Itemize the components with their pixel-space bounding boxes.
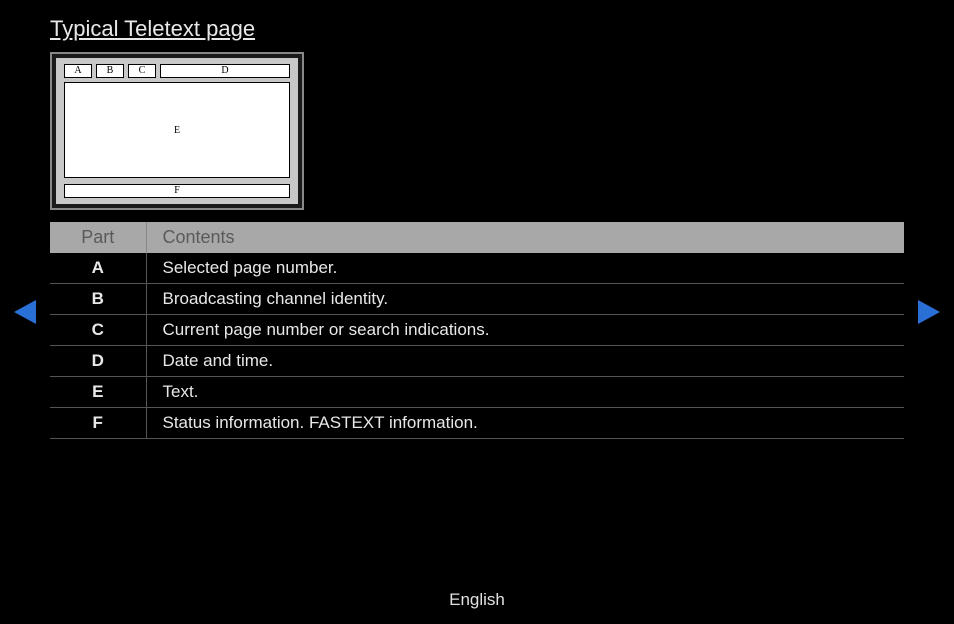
next-page-button[interactable] xyxy=(918,300,940,329)
prev-page-button[interactable] xyxy=(14,300,36,329)
contents-cell: Selected page number. xyxy=(146,253,904,284)
table-header-row: Part Contents xyxy=(50,222,904,253)
triangle-right-icon xyxy=(918,300,940,324)
parts-table: Part Contents ASelected page number.BBro… xyxy=(50,222,904,439)
language-label: English xyxy=(0,590,954,610)
diagram-region-c: C xyxy=(128,64,156,78)
teletext-diagram: A B C D E F xyxy=(50,52,304,210)
part-cell: E xyxy=(50,377,146,408)
part-cell: D xyxy=(50,346,146,377)
diagram-region-e: E xyxy=(64,82,290,178)
contents-cell: Current page number or search indication… xyxy=(146,315,904,346)
contents-cell: Broadcasting channel identity. xyxy=(146,284,904,315)
table-row: BBroadcasting channel identity. xyxy=(50,284,904,315)
diagram-region-b: B xyxy=(96,64,124,78)
page-title: Typical Teletext page xyxy=(0,0,954,52)
part-cell: C xyxy=(50,315,146,346)
diagram-region-a: A xyxy=(64,64,92,78)
header-part: Part xyxy=(50,222,146,253)
part-cell: A xyxy=(50,253,146,284)
header-contents: Contents xyxy=(146,222,904,253)
table-row: FStatus information. FASTEXT information… xyxy=(50,408,904,439)
table-row: DDate and time. xyxy=(50,346,904,377)
contents-cell: Text. xyxy=(146,377,904,408)
diagram-region-d: D xyxy=(160,64,290,78)
contents-cell: Date and time. xyxy=(146,346,904,377)
triangle-left-icon xyxy=(14,300,36,324)
part-cell: F xyxy=(50,408,146,439)
part-cell: B xyxy=(50,284,146,315)
table-row: EText. xyxy=(50,377,904,408)
contents-cell: Status information. FASTEXT information. xyxy=(146,408,904,439)
table-row: CCurrent page number or search indicatio… xyxy=(50,315,904,346)
diagram-region-f: F xyxy=(64,184,290,198)
table-row: ASelected page number. xyxy=(50,253,904,284)
